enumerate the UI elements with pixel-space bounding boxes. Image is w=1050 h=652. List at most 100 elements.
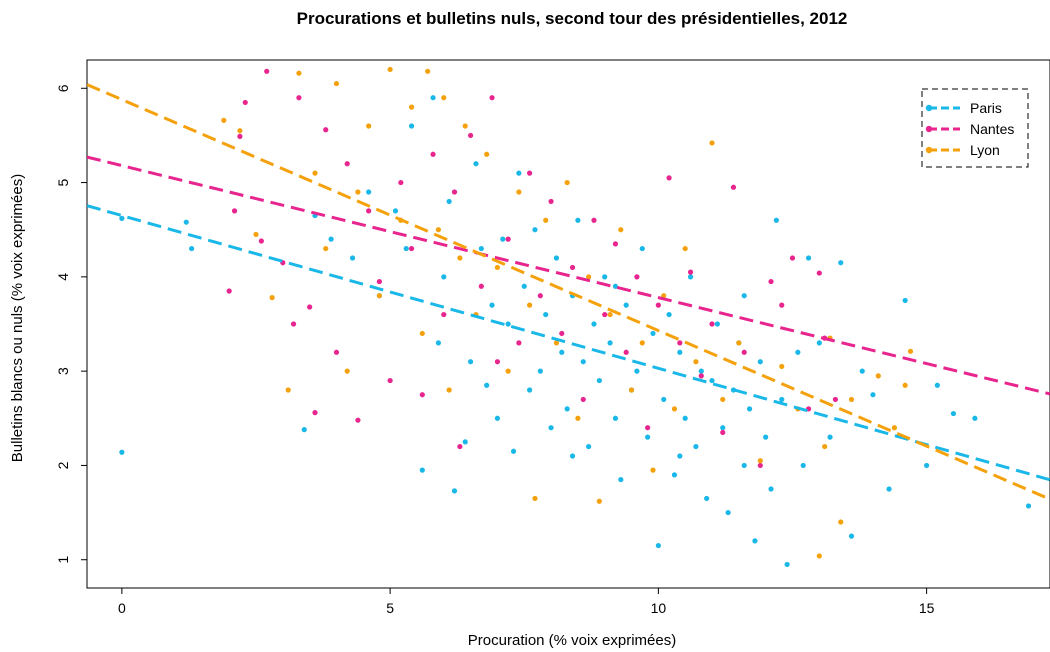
paris-point [709, 377, 715, 384]
nantes-point [655, 302, 661, 308]
paris-point [473, 161, 479, 167]
nantes-point [408, 245, 415, 252]
lyon-point [516, 189, 522, 195]
legend-marker-paris [925, 104, 933, 112]
nantes-point [451, 189, 458, 195]
paris-point [521, 283, 527, 289]
paris-point [575, 217, 581, 223]
lyon-point [494, 264, 501, 271]
x-tick-label: 5 [386, 600, 394, 616]
paris-point [543, 311, 549, 318]
paris-point [886, 486, 892, 492]
lyon-point [462, 123, 468, 129]
lyon-point [435, 227, 442, 233]
nantes-point [527, 170, 533, 176]
legend-label-lyon: Lyon [970, 142, 1000, 158]
nantes-point [489, 95, 495, 101]
paris-point [784, 561, 790, 568]
paris-point [763, 434, 769, 440]
lyon-point [376, 293, 382, 299]
paris-point [634, 368, 640, 374]
paris-point [537, 368, 543, 374]
nantes-point [307, 304, 313, 310]
paris-fit-line [87, 204, 1050, 482]
nantes-point [757, 462, 763, 469]
lyon-point [596, 498, 602, 504]
nantes-point [741, 349, 747, 355]
legend-marker-lyon [925, 146, 933, 154]
paris-point [661, 396, 667, 403]
points-layer [119, 66, 1032, 568]
nantes-point [264, 68, 270, 74]
paris-point [687, 274, 694, 280]
chart-title: Procurations et bulletins nuls, second t… [297, 9, 848, 28]
lyon-point [907, 348, 914, 354]
lyon-point [720, 396, 726, 403]
paris-point [859, 368, 865, 374]
nantes-point [569, 264, 576, 271]
paris-point [435, 340, 442, 346]
lyon-point [875, 373, 881, 379]
paris-point [827, 434, 833, 440]
lyon-point [848, 396, 855, 403]
paris-point [586, 443, 592, 450]
paris-point [805, 255, 812, 261]
lyon-point [387, 66, 393, 73]
nantes-point [789, 255, 796, 261]
paris-point [569, 453, 576, 459]
x-axis: 0 5 10 15 [118, 588, 935, 616]
lyon-point [543, 217, 549, 223]
paris-point [677, 349, 683, 355]
paris-point [301, 427, 307, 433]
lyon-point [446, 387, 452, 393]
nantes-point [612, 241, 619, 247]
nantes-point [709, 321, 715, 327]
nantes-point [591, 217, 597, 223]
lyon-point [639, 340, 645, 346]
y-tick-label: 2 [55, 461, 71, 469]
lyon-point [822, 443, 828, 450]
lyon-point [441, 95, 447, 101]
paris-point [602, 274, 608, 280]
paris-point [119, 449, 125, 455]
x-tick-label: 10 [651, 600, 667, 616]
paris-point [639, 245, 645, 252]
paris-point [838, 260, 844, 266]
lyon-point [553, 340, 560, 346]
paris-point [510, 448, 517, 454]
nantes-point [478, 283, 484, 289]
lyon-point [333, 80, 340, 87]
paris-point [516, 170, 522, 176]
nantes-point [494, 359, 501, 365]
nantes-point [516, 340, 522, 346]
lyon-point [344, 368, 350, 374]
paris-point [548, 425, 554, 431]
nantes-point [467, 132, 474, 139]
nantes-point [290, 321, 297, 327]
lyon-point [902, 382, 908, 388]
paris-point [505, 321, 511, 327]
lyon-point [237, 128, 243, 134]
paris-point [532, 227, 538, 233]
lyon-point [425, 68, 431, 74]
nantes-point [366, 208, 372, 214]
paris-point [677, 453, 683, 459]
lyon-point [736, 340, 742, 346]
paris-point [328, 236, 334, 242]
y-axis: 1 2 3 4 5 6 [55, 84, 87, 564]
y-tick-label: 6 [55, 84, 71, 92]
lyon-point [891, 425, 898, 431]
nantes-point [720, 429, 726, 436]
paris-point [698, 368, 704, 374]
paris-point [816, 340, 822, 346]
paris-point [704, 495, 710, 502]
paris-point [757, 359, 763, 365]
paris-point [870, 392, 876, 398]
nantes-point [645, 425, 651, 431]
paris-point [795, 349, 801, 355]
nantes-point [832, 396, 839, 403]
nantes-point [355, 417, 361, 423]
legend-marker-nantes [925, 125, 933, 133]
paris-point [671, 472, 678, 478]
